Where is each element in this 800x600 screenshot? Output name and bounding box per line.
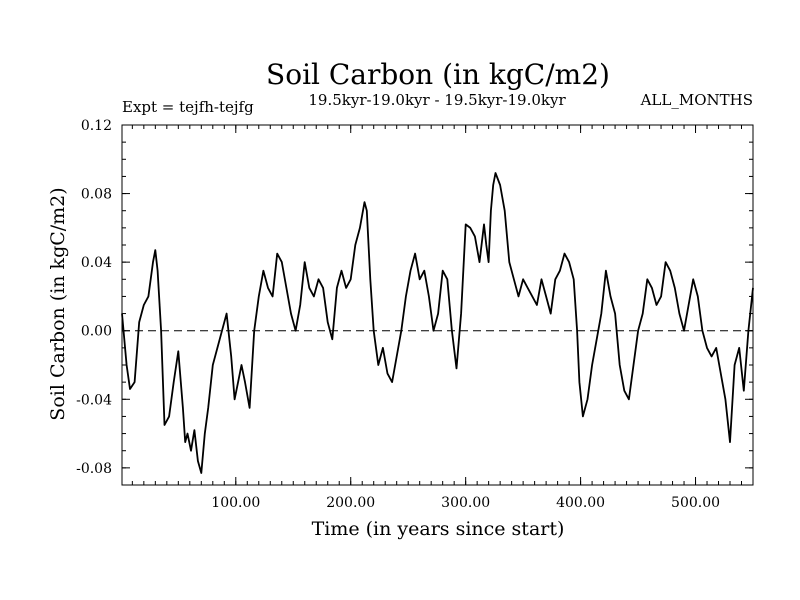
plot-frame	[121, 124, 754, 486]
x-tick-label: 200.00	[326, 495, 375, 511]
chart-subtitle: 19.5kyr-19.0kyr - 19.5kyr-19.0kyr	[308, 91, 566, 109]
x-tick-label: 400.00	[556, 495, 605, 511]
y-axis-label: Soil Carbon (in kgC/m2)	[47, 187, 69, 420]
y-tick-label: -0.08	[76, 461, 112, 477]
y-tick-label: -0.04	[76, 392, 112, 408]
experiment-label: Expt = tejfh-tejfg	[122, 98, 254, 116]
chart-title: Soil Carbon (in kgC/m2)	[266, 58, 610, 91]
months-label: ALL_MONTHS	[640, 91, 753, 109]
y-tick-label: 0.12	[81, 118, 112, 134]
series-line-0	[121, 172, 754, 474]
y-tick-label: 0.08	[81, 187, 112, 203]
y-tick-label: 0.04	[81, 255, 112, 271]
plot-area: -0.08 -0.04 0.00 0.04 0.08 0.12 100.00 200.00 30…	[76, 118, 754, 511]
y-tick-label: 0.00	[81, 324, 112, 340]
x-axis-label: Time (in years since start)	[312, 518, 565, 540]
x-tick-label: 100.00	[211, 495, 260, 511]
x-tick-label: 500.00	[671, 495, 720, 511]
x-tick-label: 300.00	[441, 495, 490, 511]
